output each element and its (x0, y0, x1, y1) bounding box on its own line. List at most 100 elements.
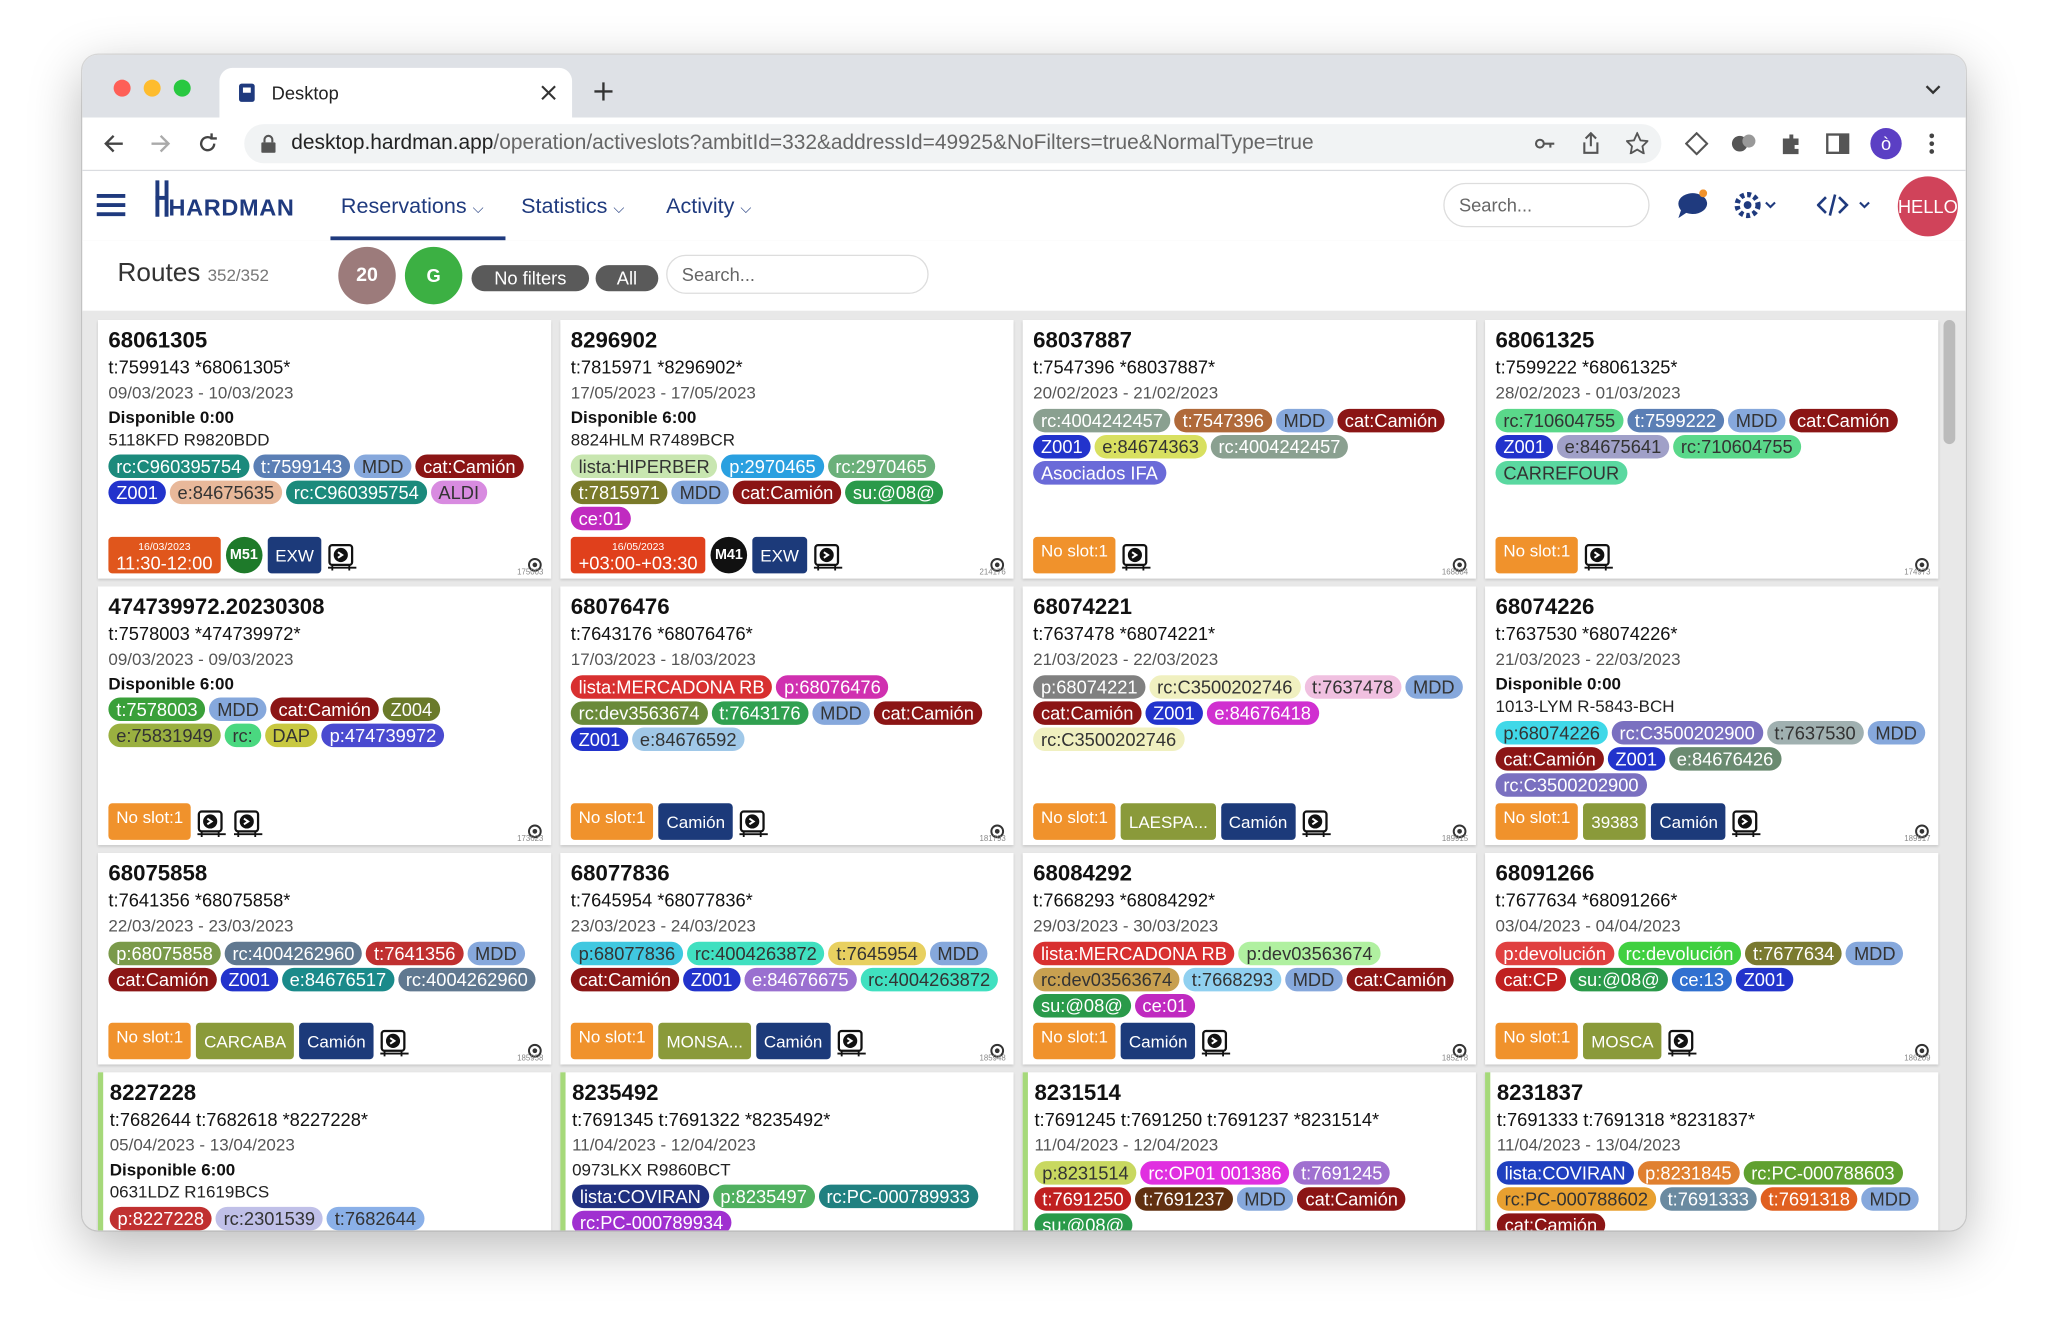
dock-icon[interactable] (233, 806, 264, 840)
logo[interactable]: HARDMAN (168, 194, 295, 221)
dock-icon[interactable] (379, 1025, 410, 1059)
dock-icon[interactable] (1667, 1025, 1698, 1059)
dock-icon[interactable] (835, 1025, 866, 1059)
info-chip[interactable]: Camión (1220, 803, 1296, 840)
no-slot-chip[interactable]: No slot:1 (1033, 1022, 1116, 1060)
browser-menu[interactable] (1929, 133, 1935, 154)
tab[interactable]: Desktop (219, 67, 573, 118)
tab-menu[interactable] (1925, 85, 1941, 95)
info-chip[interactable]: Camión (1121, 1022, 1196, 1060)
slot-chip[interactable]: 16/05/2023 +03:00-+03:30 (570, 536, 706, 574)
card-settings[interactable] (990, 558, 1005, 572)
maximize-button[interactable] (173, 79, 191, 97)
new-tab[interactable] (594, 82, 613, 101)
dock-icon[interactable] (1200, 1025, 1231, 1059)
info-chip[interactable]: Camión (1651, 803, 1726, 840)
info-chip[interactable]: Camión (299, 1022, 374, 1060)
route-card[interactable]: 68084292 t:7668293 *68084292* 29/03/2023 -… (1022, 852, 1476, 1065)
card-settings[interactable] (1915, 824, 1929, 839)
no-slot-chip[interactable]: No slot:1 (1033, 536, 1116, 574)
card-settings[interactable] (527, 558, 542, 572)
scrollbar-thumb[interactable] (1943, 319, 1956, 445)
no-slot-chip[interactable]: No slot:1 (1495, 1022, 1579, 1060)
no-slot-chip[interactable]: No slot:1 (108, 803, 192, 840)
dock-icon[interactable] (1121, 539, 1152, 573)
route-card[interactable]: 68077836 t:7645954 *68077836* 23/03/2023 -… (560, 852, 1014, 1065)
route-card[interactable]: 68037887 t:7547396 *68037887* 20/02/2023 -… (1022, 319, 1476, 579)
nav-activity[interactable]: Activity ⌵ (666, 195, 751, 220)
omnibox[interactable]: desktop.hardman.app/operation/activeslot… (244, 124, 1662, 164)
menu-button[interactable] (96, 193, 126, 217)
profile-avatar[interactable]: ò (1870, 127, 1902, 160)
route-card[interactable]: 474739972.20230308 t:7578003 *474739972* 0… (97, 586, 552, 846)
dock-icon[interactable] (812, 539, 843, 573)
card-settings[interactable] (1915, 1043, 1929, 1058)
info-chip[interactable]: EXW (752, 536, 807, 574)
route-card[interactable]: 68074221 t:7637478 *68074221* 21/03/2023 -… (1022, 586, 1476, 846)
back-button[interactable] (103, 133, 124, 154)
slot-chip[interactable]: 16/03/2023 11:30-12:00 (108, 536, 221, 574)
minimize-button[interactable] (143, 79, 161, 97)
route-card[interactable]: 8227228 t:7682644 t:7682618 *8227228* 05/0… (97, 1072, 552, 1231)
group-badge[interactable]: G (404, 246, 463, 305)
card-settings[interactable] (527, 824, 542, 839)
extensions-button[interactable] (1779, 132, 1803, 156)
dock-icon[interactable] (327, 539, 358, 573)
card-settings[interactable] (1452, 824, 1467, 839)
no-slot-chip[interactable]: No slot:1 (1495, 803, 1579, 840)
info-chip[interactable]: Camión (658, 803, 733, 840)
extension-icon[interactable] (1684, 131, 1709, 156)
route-card[interactable]: 8296902 t:7815971 *8296902* 17/05/2023 - 1… (560, 319, 1014, 579)
nav-reservations[interactable]: Reservations ⌵ (341, 195, 484, 220)
all-button[interactable]: All (595, 265, 659, 292)
route-card[interactable]: 8231514 t:7691245 t:7691250 t:7691237 *82… (1022, 1072, 1476, 1231)
card-settings[interactable] (990, 824, 1005, 839)
sidebar-button[interactable] (1826, 132, 1850, 156)
info-chip[interactable]: M51 (225, 536, 263, 574)
no-slot-chip[interactable]: No slot:1 (570, 1022, 654, 1060)
no-filters-button[interactable]: No filters (471, 265, 590, 292)
developer-icon[interactable] (1816, 192, 1874, 218)
no-slot-chip[interactable]: No slot:1 (108, 1022, 192, 1060)
info-chip[interactable]: EXW (267, 536, 322, 574)
search-input[interactable]: Search... (1443, 182, 1650, 228)
info-chip[interactable]: CARCABA (196, 1022, 295, 1060)
route-card[interactable]: 68091266 t:7677634 *68091266* 03/04/2023 -… (1485, 852, 1939, 1065)
route-card[interactable]: 68061305 t:7599143 *68061305* 09/03/2023 -… (97, 319, 552, 579)
route-card[interactable]: 68061325 t:7599222 *68061325* 28/02/2023 -… (1485, 319, 1939, 579)
tab-close[interactable] (541, 85, 557, 101)
card-settings[interactable] (1915, 558, 1929, 572)
dock-icon[interactable] (1300, 806, 1331, 840)
card-settings[interactable] (1452, 558, 1467, 572)
no-slot-chip[interactable]: No slot:1 (570, 803, 654, 840)
card-settings[interactable] (1452, 1043, 1467, 1058)
forward-button[interactable] (150, 133, 171, 154)
route-card[interactable]: 68076476 t:7643176 *68076476* 17/03/2023 -… (560, 586, 1014, 846)
route-card[interactable]: 8231837 t:7691333 t:7691318 *8231837* 11/0… (1485, 1072, 1939, 1231)
no-slot-chip[interactable]: No slot:1 (1033, 803, 1116, 840)
dock-icon[interactable] (1731, 806, 1762, 840)
extension-icon[interactable] (1731, 132, 1757, 156)
settings-icon[interactable] (1733, 188, 1777, 222)
route-card[interactable]: 68075858 t:7641356 *68075858* 22/03/2023 -… (97, 852, 552, 1065)
card-settings[interactable] (990, 1043, 1005, 1058)
dock-icon[interactable] (738, 806, 769, 840)
info-chip[interactable]: M41 (710, 536, 748, 574)
info-chip[interactable]: LAESPA... (1121, 803, 1216, 840)
info-chip[interactable]: Camión (756, 1022, 831, 1060)
share-icon[interactable] (1582, 131, 1600, 154)
card-settings[interactable] (527, 1043, 542, 1058)
chat-icon[interactable] (1676, 189, 1710, 220)
route-search[interactable]: Search... (666, 254, 929, 294)
bookmark-icon[interactable] (1626, 131, 1649, 155)
close-button[interactable] (113, 79, 131, 97)
nav-statistics[interactable]: Statistics ⌵ (521, 195, 624, 220)
info-chip[interactable]: MONSA... (658, 1022, 751, 1060)
reload-button[interactable] (197, 133, 218, 154)
route-card[interactable]: 8235492 t:7691345 t:7691322 *8235492* 11/0… (560, 1072, 1014, 1231)
info-chip[interactable]: MOSCA (1583, 1022, 1662, 1060)
info-chip[interactable]: 39383 (1583, 803, 1647, 840)
count-badge[interactable]: 20 (338, 246, 396, 305)
dock-icon[interactable] (196, 806, 227, 840)
dock-icon[interactable] (1583, 539, 1614, 573)
